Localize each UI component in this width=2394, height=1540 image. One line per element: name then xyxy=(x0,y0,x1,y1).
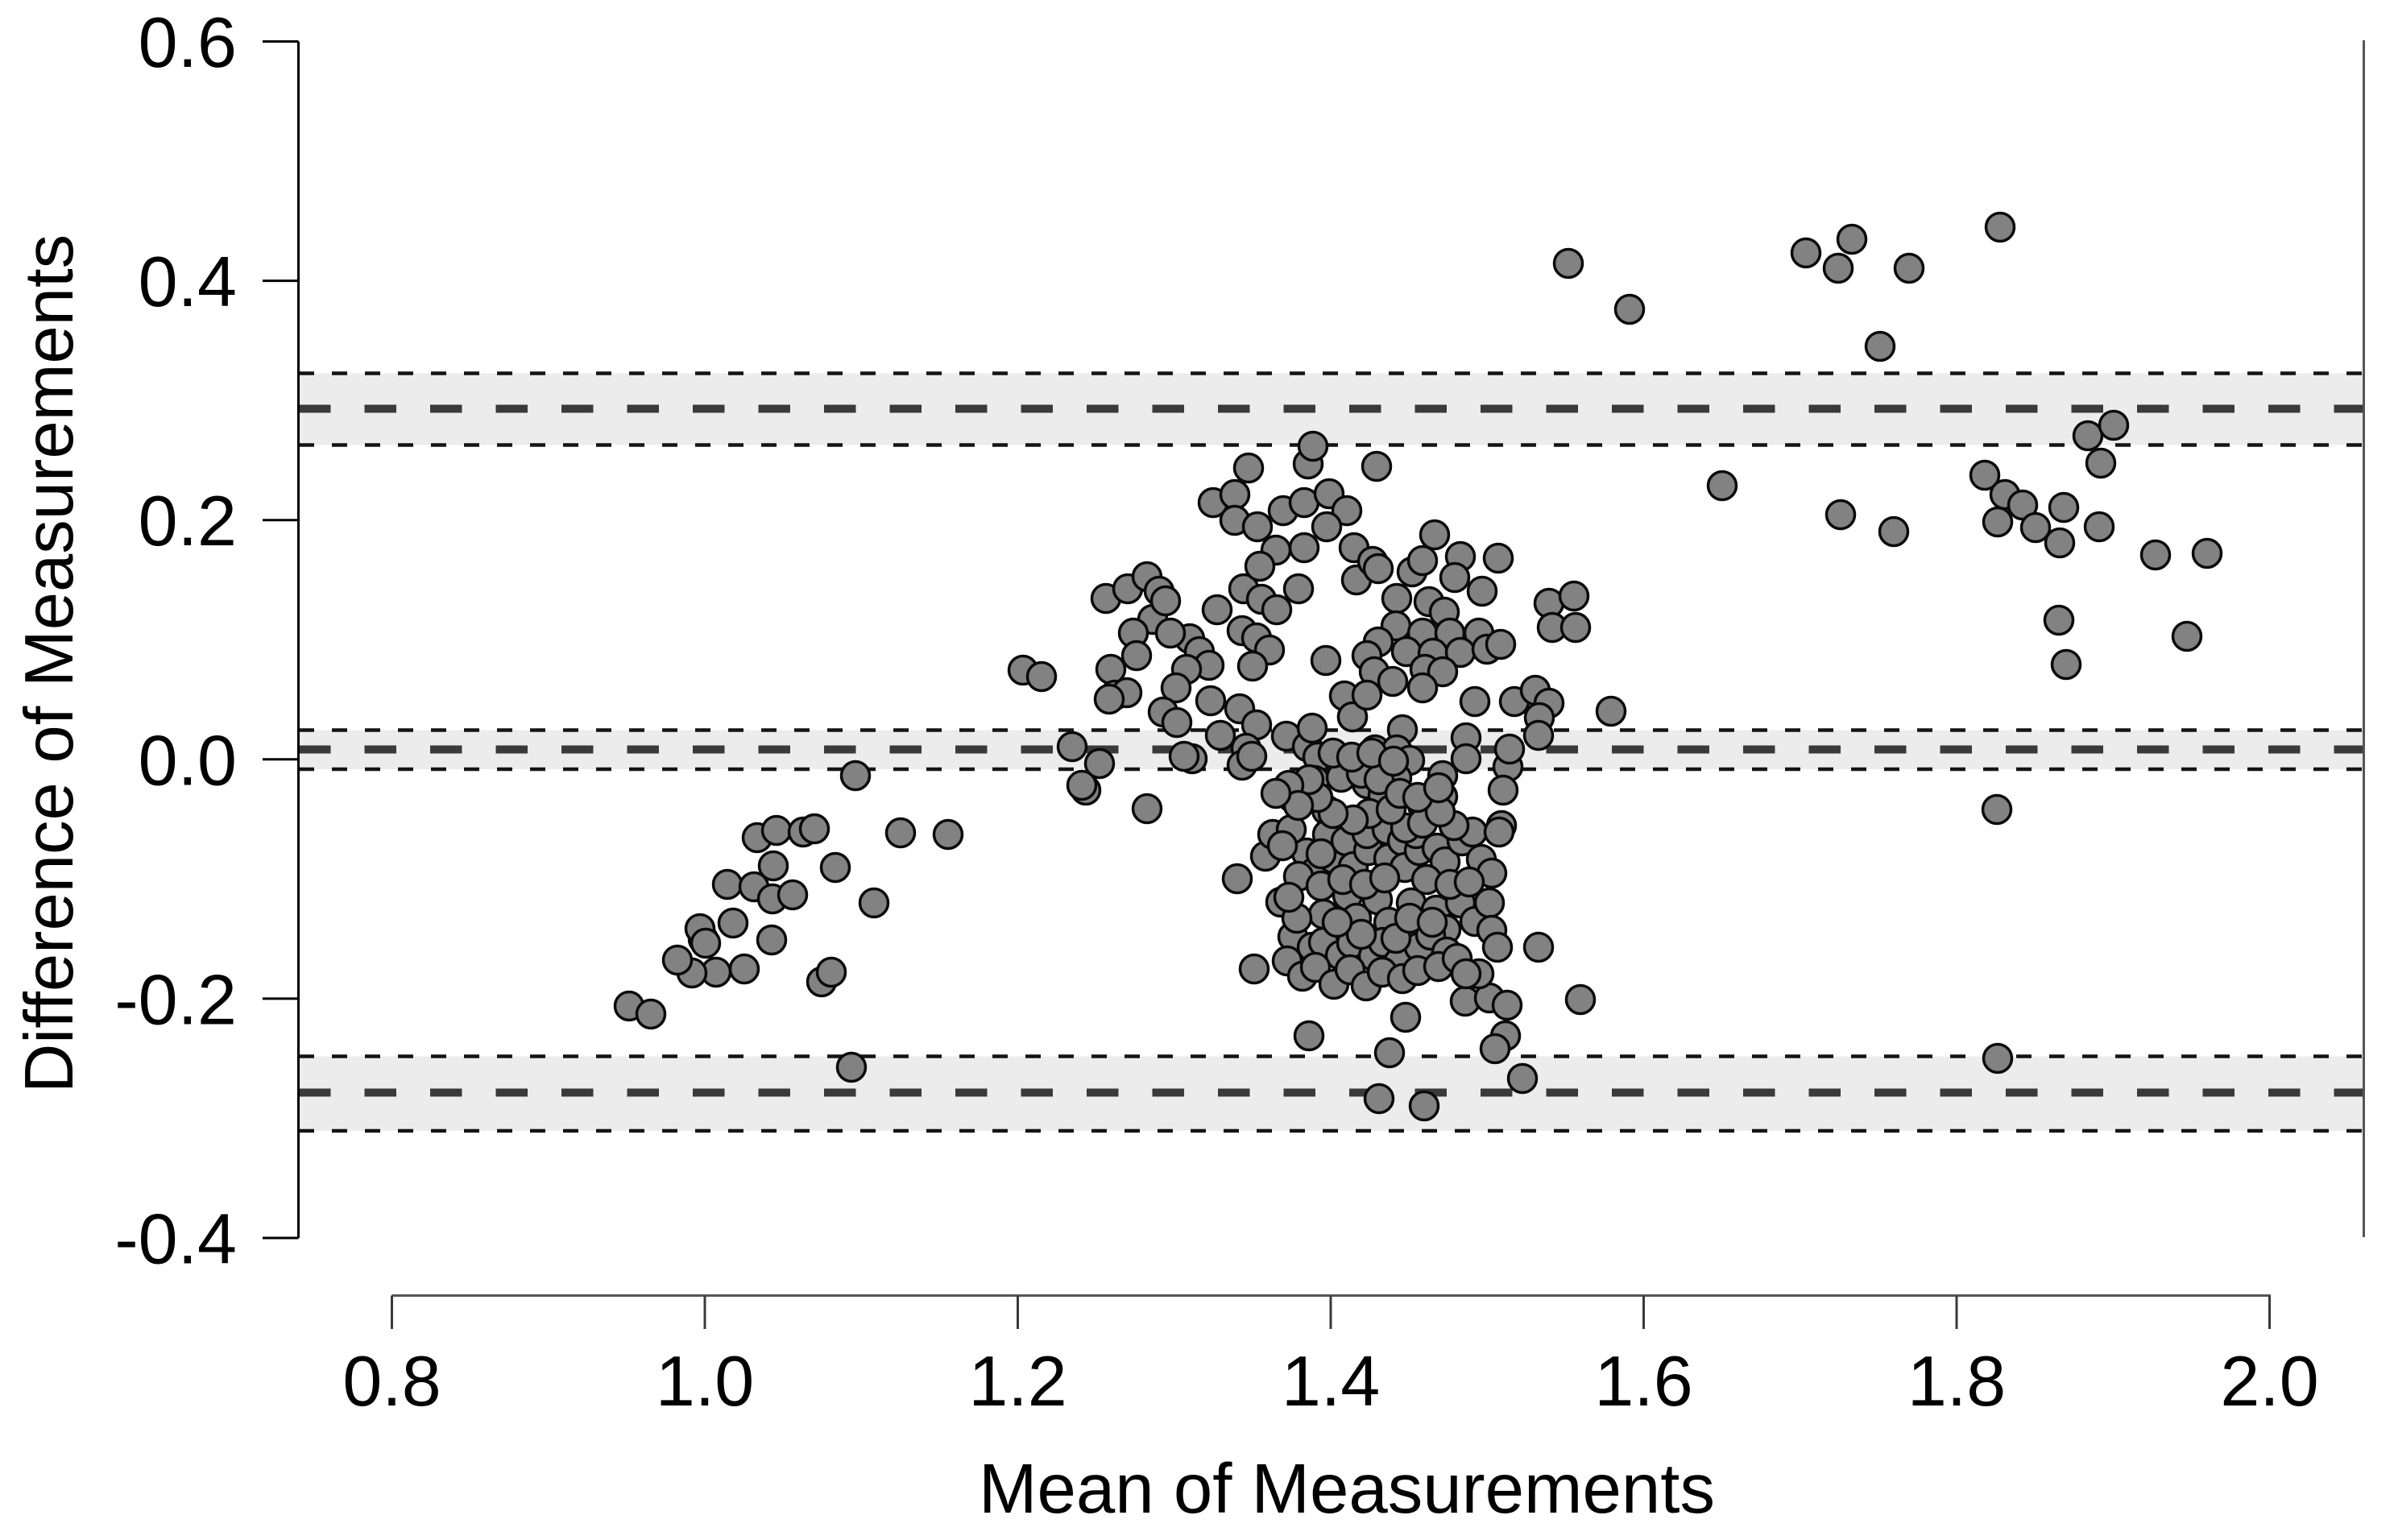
svg-text:1.2: 1.2 xyxy=(968,1341,1067,1421)
svg-text:1.8: 1.8 xyxy=(1907,1341,2006,1421)
svg-text:1.4: 1.4 xyxy=(1282,1341,1380,1421)
svg-text:Mean of Measurements: Mean of Measurements xyxy=(979,1450,1715,1528)
svg-text:0.2: 0.2 xyxy=(139,481,237,561)
svg-text:2.0: 2.0 xyxy=(2220,1341,2318,1421)
svg-text:1.0: 1.0 xyxy=(656,1341,754,1421)
svg-text:1.6: 1.6 xyxy=(1594,1341,1692,1421)
svg-text:-0.4: -0.4 xyxy=(114,1199,237,1279)
svg-text:Difference of Measurements: Difference of Measurements xyxy=(11,234,88,1093)
svg-text:0.6: 0.6 xyxy=(139,2,237,82)
svg-text:0.0: 0.0 xyxy=(139,720,237,800)
svg-text:-0.2: -0.2 xyxy=(114,959,237,1039)
svg-text:0.4: 0.4 xyxy=(139,242,237,321)
svg-text:0.8: 0.8 xyxy=(342,1341,441,1421)
